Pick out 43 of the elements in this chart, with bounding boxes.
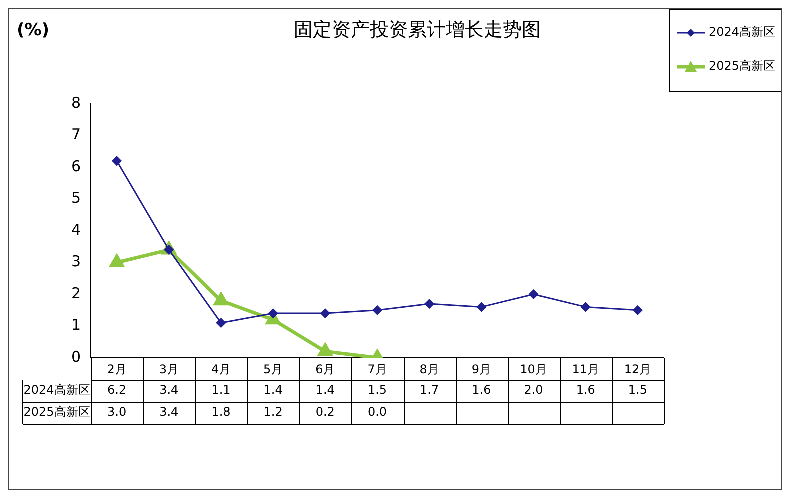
data-label: 2.0 (524, 383, 544, 398)
x-tick-label: 5月 (264, 362, 284, 376)
x-tick-label: 9月 (472, 362, 492, 376)
data-label: 1.5 (628, 383, 648, 398)
data-label: 3.0 (108, 405, 127, 420)
data-label: 0.0 (368, 405, 388, 420)
y-tick-label: 6 (71, 157, 81, 176)
data-label: 1.7 (420, 383, 440, 398)
legend-label: 2024高新区 (709, 25, 776, 40)
data-label: 3.4 (160, 383, 179, 398)
x-tick-label: 6月 (316, 362, 336, 376)
x-tick-label: 8月 (420, 362, 440, 376)
data-label: 1.2 (264, 405, 283, 420)
data-label: 1.4 (264, 383, 283, 398)
y-tick-label: 2 (71, 284, 81, 302)
y-axis-title: (%) (17, 20, 50, 40)
data-label: 1.1 (212, 383, 231, 398)
x-tick-label: 2月 (107, 362, 127, 376)
data-label: 3.4 (160, 405, 179, 420)
data-label: 6.2 (108, 383, 127, 398)
x-tick-label: 12月 (624, 362, 652, 376)
data-label: 1.6 (472, 383, 492, 398)
data-label: 1.4 (316, 383, 335, 398)
x-tick-label: 11月 (572, 362, 600, 376)
y-tick-label: 8 (71, 94, 81, 112)
x-tick-label: 4月 (211, 362, 232, 376)
text: 2024高新区 (24, 383, 90, 398)
y-tick-label: 1 (71, 316, 81, 334)
y-tick-label: 0 (71, 348, 81, 366)
data-label: 1.5 (368, 383, 388, 398)
x-tick-label: 3月 (159, 362, 179, 376)
data-label: 1.6 (576, 383, 596, 398)
chart-title: 固定资产投资累计增长走势图 (294, 18, 541, 41)
x-tick-label: 7月 (368, 362, 388, 376)
legend-label: 2025高新区 (709, 59, 776, 74)
x-tick-label: 10月 (520, 362, 548, 376)
y-tick-label: 4 (71, 220, 81, 239)
y-tick-label: 3 (71, 252, 81, 271)
y-tick-label: 7 (71, 126, 81, 144)
data-label: 0.2 (316, 405, 335, 420)
text: 2025高新区 (24, 405, 90, 420)
data-label: 1.8 (212, 405, 231, 420)
y-tick-label: 5 (71, 189, 81, 208)
